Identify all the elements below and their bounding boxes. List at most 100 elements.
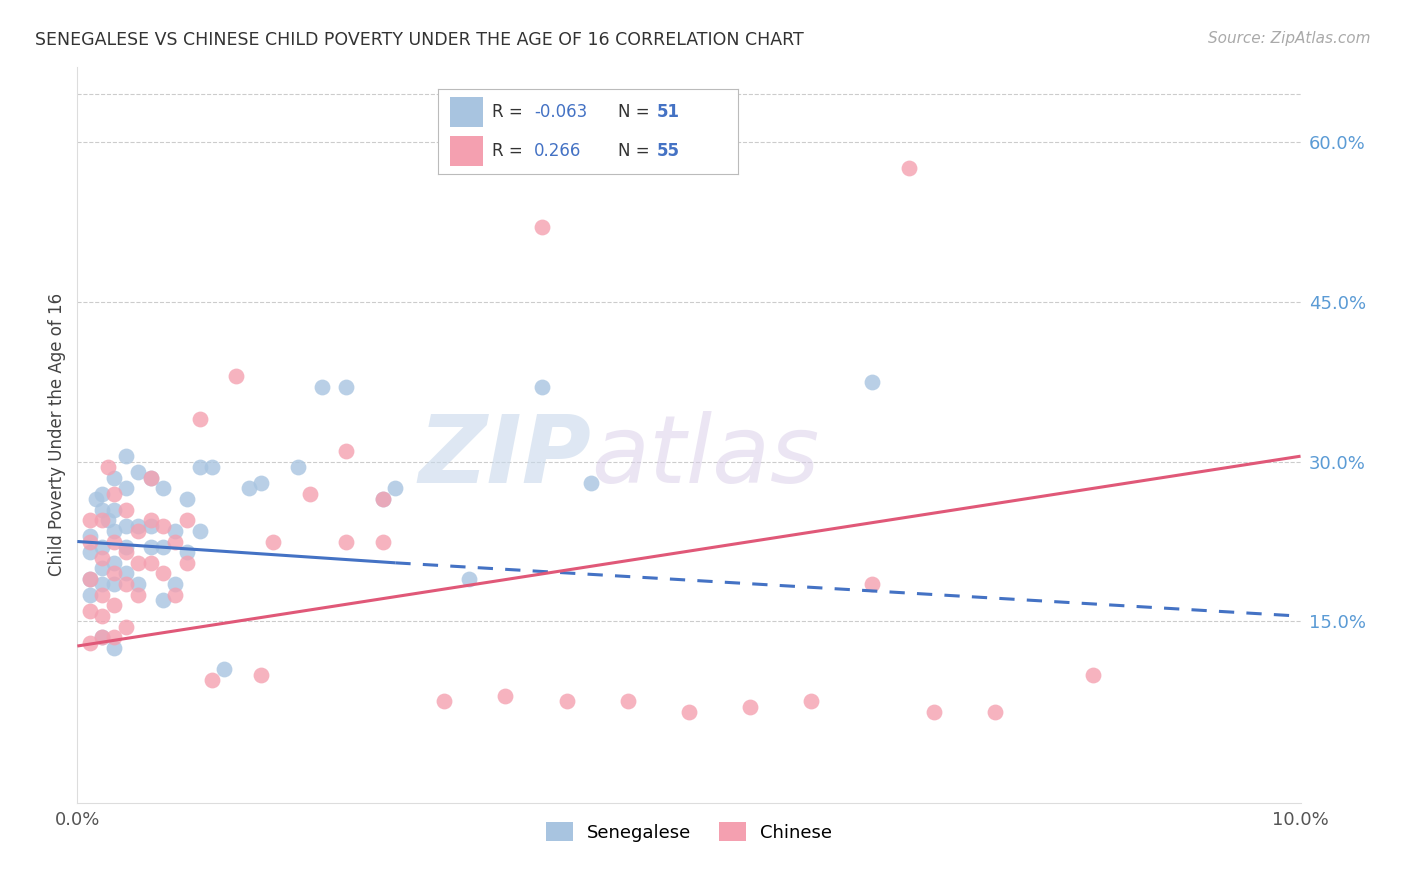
Text: ZIP: ZIP [418,411,591,503]
Point [139,540,162,554]
Point [103,486,125,500]
Point [152,540,174,554]
Point [250,668,273,682]
Point [79,529,101,543]
Point [103,577,125,591]
Point [127,524,149,538]
Point [103,534,125,549]
Point [287,459,309,474]
Point [90,577,112,591]
Point [165,524,187,538]
Point [176,545,198,559]
Point [335,534,357,549]
Point [90,631,112,645]
Point [457,572,479,586]
Point [115,566,138,581]
Point [922,705,945,719]
Point [335,443,357,458]
Point [262,534,284,549]
Point [90,609,112,624]
Point [371,534,394,549]
Point [79,572,101,586]
Point [79,604,101,618]
Point [152,518,174,533]
Point [127,588,149,602]
Point [311,380,333,394]
Point [90,502,112,516]
Point [1081,668,1104,682]
Point [139,513,162,527]
Point [740,699,762,714]
Point [165,534,187,549]
Point [201,673,224,688]
Point [201,459,224,474]
Point [433,694,456,708]
Point [152,593,174,607]
Point [115,449,138,463]
Point [103,524,125,538]
Point [79,636,101,650]
Point [188,524,211,538]
Point [176,556,198,570]
Point [115,577,138,591]
Point [115,502,138,516]
Point [152,566,174,581]
Point [212,663,235,677]
Point [127,518,149,533]
Point [984,705,1007,719]
Point [103,599,125,613]
Text: SENEGALESE VS CHINESE CHILD POVERTY UNDER THE AGE OF 16 CORRELATION CHART: SENEGALESE VS CHINESE CHILD POVERTY UNDE… [35,31,804,49]
Point [97,513,120,527]
Point [862,577,884,591]
Point [90,631,112,645]
Point [250,475,273,490]
Point [115,481,138,495]
Point [335,380,357,394]
Legend: Senegalese, Chinese: Senegalese, Chinese [538,815,839,849]
Point [800,694,823,708]
Point [165,577,187,591]
Point [90,561,112,575]
Point [555,694,578,708]
Point [165,588,187,602]
Point [84,491,107,506]
Point [298,486,321,500]
Point [862,375,884,389]
Point [152,481,174,495]
Point [617,694,640,708]
Point [238,481,260,495]
Point [79,545,101,559]
Point [79,513,101,527]
Point [579,475,602,490]
Point [678,705,700,719]
Point [127,556,149,570]
Point [531,219,554,234]
Point [90,540,112,554]
Point [176,513,198,527]
Point [127,465,149,479]
Point [103,502,125,516]
Point [371,491,394,506]
Point [90,513,112,527]
Y-axis label: Child Poverty Under the Age of 16: Child Poverty Under the Age of 16 [48,293,66,576]
Point [225,369,247,384]
Text: Source: ZipAtlas.com: Source: ZipAtlas.com [1208,31,1371,46]
Point [103,631,125,645]
Point [188,412,211,426]
Point [127,577,149,591]
Point [103,566,125,581]
Point [79,572,101,586]
Point [176,491,198,506]
Point [79,588,101,602]
Point [139,470,162,484]
Point [103,556,125,570]
Point [103,641,125,656]
Point [90,486,112,500]
Point [188,459,211,474]
Point [371,491,394,506]
Point [97,459,120,474]
Point [115,518,138,533]
Point [115,545,138,559]
Point [115,540,138,554]
Point [79,534,101,549]
